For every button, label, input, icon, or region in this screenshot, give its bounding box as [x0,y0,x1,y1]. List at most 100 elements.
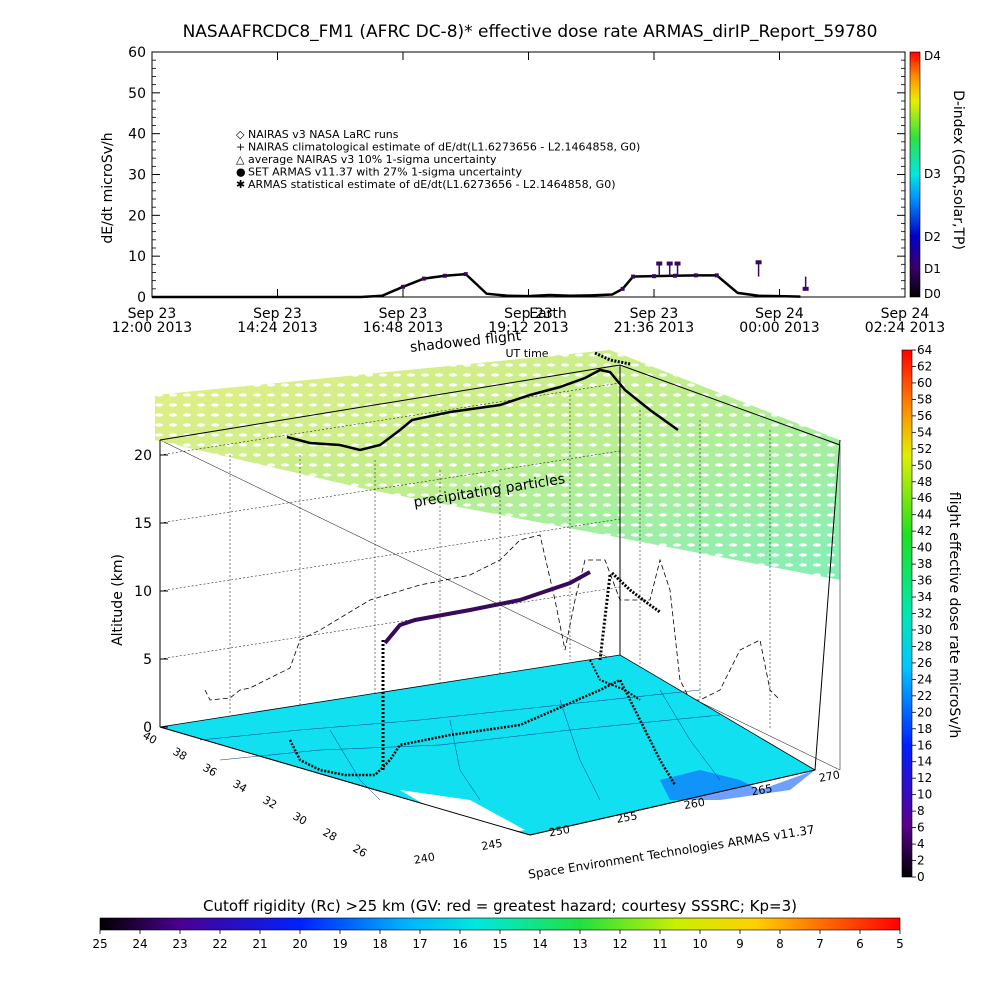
dose-colorbar-tick-label: 62 [917,359,932,373]
altitude-grid-line [159,450,621,524]
x-tick-date: Sep 24 [755,306,804,322]
dose-rate-point [672,273,677,278]
dose-colorbar-tick-label: 60 [917,376,932,390]
altitude-tick-label: 0 [143,720,152,736]
altitude-tick-label: 5 [143,652,152,668]
dose-rate-point [463,272,468,277]
dose-colorbar-tick-label: 42 [917,524,932,538]
altitude-axis-label: Altitude (km) [110,554,126,646]
cruise-track-mid [383,570,591,645]
dose-colorbar-tick-label: 16 [917,738,932,752]
legend-symbol: + [236,141,245,154]
legend-entry: ARMAS statistical estimate of dE/dt(L1.6… [248,178,615,191]
dose-colorbar-tick-label: 22 [917,689,932,703]
cruise-track-mid-right [610,571,661,614]
dose-rate-point [693,273,698,278]
dose-colorbar-tick-label: 36 [917,574,932,588]
latitude-ticks: 40 38 36 34 32 30 28 26 [140,729,369,860]
x-tick-time: 19:12 2013 [488,320,568,336]
top-panel: NASAAFRCDC8_FM1 (AFRC DC-8)* effective d… [100,22,966,360]
dose-colorbar-tick-label: 24 [917,672,932,686]
cutoff-title: Cutoff rigidity (Rc) >25 km (GV: red = g… [203,897,797,915]
y-tick-label: 30 [128,168,146,184]
legend-entry: NAIRAS climatological estimate of dE/dt(… [248,141,640,154]
dose-rate-series [152,260,809,299]
cutoff-tick-label: 12 [612,937,627,951]
d-index-tick-label: D4 [924,49,941,63]
cutoff-ticks: 25 24 23 22 21 20 19 18 17 16 15 14 13 12 11 10 9 8 7 6 5 [92,930,904,951]
dose-colorbar-tick-label: 30 [917,623,932,637]
cutoff-tick-label: 6 [856,937,864,951]
y-tick-label: 20 [128,208,146,224]
dose-colorbar-tick-label: 4 [917,837,925,851]
map-gulf-coast [660,770,815,800]
dose-colorbar-tick-label: 46 [917,491,932,505]
latitude-tick-label: 40 [140,729,159,747]
map-state-lines [199,689,721,801]
top-y-ticks: 0 10 20 30 40 50 60 [128,45,905,306]
dose-rate-point [652,274,656,279]
dose-colorbar-tick-label: 32 [917,607,932,621]
cruise-track-high [286,368,679,452]
dose-colorbar-tick-label: 6 [917,821,925,835]
cutoff-tick-label: 15 [492,937,507,951]
dose-rate-line [152,272,801,299]
x-tick-time: 14:24 2013 [237,320,317,336]
dose-colorbar [901,349,913,878]
x-tick-time: 16:48 2013 [363,320,443,336]
cutoff-tick-label: 25 [92,937,107,951]
dose-colorbar-tick-label: 34 [917,590,932,604]
longitude-tick-label: 265 [750,782,773,798]
dose-rate-point [401,284,405,289]
cutoff-tick-label: 21 [252,937,267,951]
y-tick-label: 50 [128,86,146,102]
dose-colorbar-tick-label: 52 [917,442,932,456]
x-tick-time: 21:36 2013 [614,320,694,336]
latitude-tick-label: 26 [350,842,369,860]
cutoff-tick-label: 8 [776,937,784,951]
credit-label: Space Environment Technologies ARMAS v11… [527,822,815,881]
precipitating-particles-texture [155,350,840,580]
top-title: NASAAFRCDC8_FM1 (AFRC DC-8)* effective d… [183,22,878,42]
dose-colorbar-tick-label: 20 [917,705,932,719]
latitude-tick-label: 32 [260,793,279,811]
dose-colorbar-tick-label: 64 [917,343,932,357]
top-y-axis-label: dE/dt microSv/h [100,132,116,243]
x-tick-date: Sep 23 [630,306,679,322]
map-white-ocean-region [400,790,525,835]
d-index-colorbar [909,51,921,298]
longitude-tick-label: 250 [548,823,571,839]
legend-symbol: △ [236,153,245,166]
longitude-ticks: 240 245 250 255 260 265 270 [413,768,841,866]
legend-entry: SET ARMAS v11.37 with 27% 1-sigma uncert… [248,166,522,179]
dose-spike-cap [674,261,681,266]
latitude-tick-label: 28 [320,826,339,844]
legend-symbol: ◇ [236,128,245,141]
altitude-ticks: 0 5 10 15 20 [134,448,168,736]
dose-colorbar-tick-label: 54 [917,425,932,439]
cutoff-tick-label: 24 [132,937,147,951]
latitude-tick-label: 30 [290,810,309,828]
dose-rate-point [421,276,426,281]
cutoff-tick-label: 22 [212,937,227,951]
ground-track-return [589,659,641,701]
d-index-tick-label: D2 [924,230,941,244]
x-axis-label: UT time [505,347,548,360]
y-tick-label: 10 [128,249,146,265]
top-legend: ◇ NAIRAS v3 NASA LaRC runs+ NAIRAS climato… [236,128,640,191]
cutoff-tick-label: 16 [452,937,467,951]
x-tick-time: 12:00 2013 [112,320,192,336]
d-index-tick-label: D1 [924,262,941,276]
dose-rate-point [714,273,719,278]
cutoff-tick-label: 19 [332,937,347,951]
cutoff-tick-label: 20 [292,937,307,951]
x-tick-date: Sep 24 [881,306,930,322]
x-tick-time: 00:00 2013 [739,320,819,336]
cutoff-colorbar [99,917,901,931]
dose-colorbar-tick-label: 14 [917,755,932,769]
d-index-tick-label: D0 [924,287,941,301]
dose-colorbar-tick-label: 18 [917,722,932,736]
x-tick-date: Sep 23 [504,306,553,322]
longitude-tick-label: 270 [818,768,841,784]
